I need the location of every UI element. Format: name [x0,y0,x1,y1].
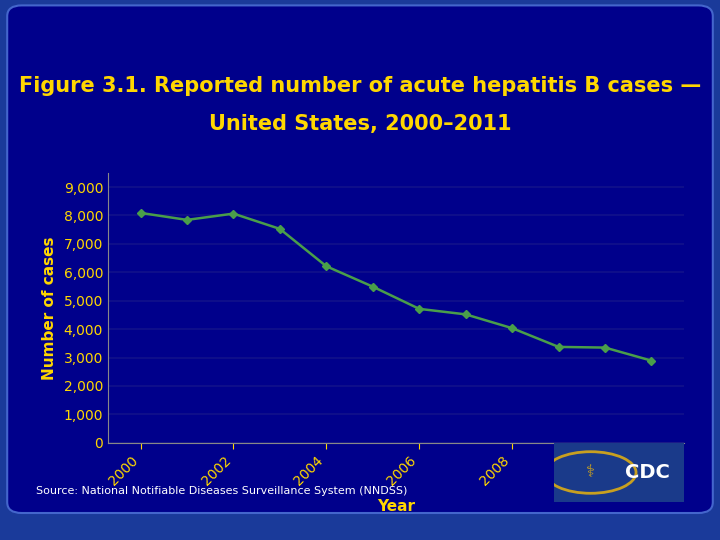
Text: ⚕: ⚕ [586,463,595,482]
X-axis label: Year: Year [377,499,415,514]
Text: CDC: CDC [625,463,670,482]
FancyBboxPatch shape [548,440,690,505]
Text: Source: National Notifiable Diseases Surveillance System (NNDSS): Source: National Notifiable Diseases Sur… [36,487,408,496]
Text: United States, 2000–2011: United States, 2000–2011 [209,114,511,134]
FancyBboxPatch shape [7,5,713,513]
Text: Figure 3.1. Reported number of acute hepatitis B cases —: Figure 3.1. Reported number of acute hep… [19,76,701,97]
Y-axis label: Number of cases: Number of cases [42,236,57,380]
